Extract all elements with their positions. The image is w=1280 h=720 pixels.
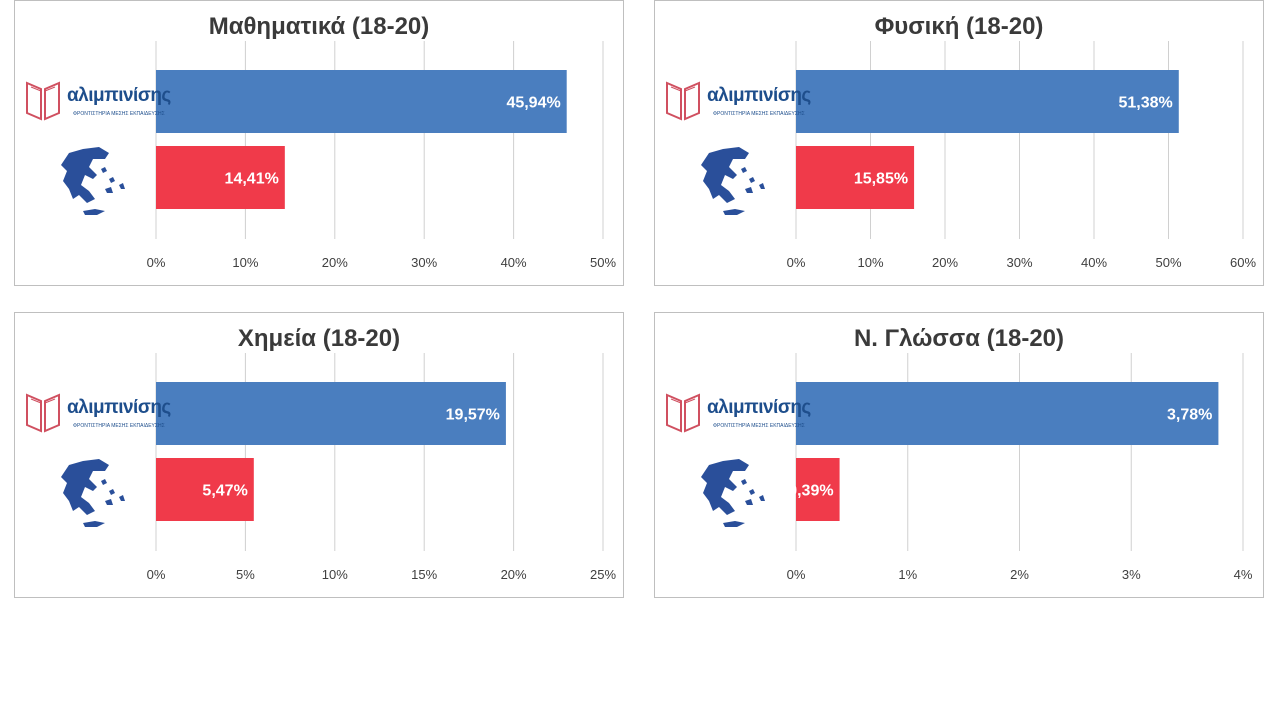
bar-chart-svg: 0% 5% 10% 15% 20% 25% 19,57% 5,47% (147, 353, 616, 582)
x-tick-label: 20% (932, 255, 958, 270)
bar-value-label: 5,47% (202, 483, 247, 500)
bar-value-label: 51,38% (1119, 95, 1173, 112)
bar-chart-svg: 0% 10% 20% 30% 40% 50% 60% 51,38% 15,85% (787, 41, 1256, 270)
x-tick-label: 1% (898, 567, 917, 582)
chart-title: Χημεία (18-20) (237, 325, 401, 352)
bar-value-label: 0,39% (788, 483, 833, 500)
x-tick-label: 10% (232, 255, 258, 270)
bar-greece (796, 146, 915, 209)
logo-name: αλιμπινίσης (707, 85, 811, 106)
x-tick-label: 40% (501, 255, 527, 270)
chart-title: Ν. Γλώσσα (18-20) (853, 325, 1065, 352)
bar-greece (796, 458, 840, 521)
logo-subtitle: ΦΡΟΝΤΙΣΤΗΡΙΑ ΜΕΣΗΣ ΕΚΠΑΙΔΕΥΣΗΣ (73, 111, 165, 117)
x-tick-label: 40% (1081, 255, 1107, 270)
bar-school (796, 70, 1179, 133)
x-tick-label: 50% (1155, 255, 1181, 270)
bar-value-label: 45,94% (506, 95, 560, 112)
school-logo: αλιμπινίσης ΦΡΟΝΤΙΣΤΗΡΙΑ ΜΕΣΗΣ ΕΚΠΑΙΔΕΥΣ… (663, 389, 811, 435)
x-tick-label: 0% (787, 255, 806, 270)
x-tick-label: 3% (1122, 567, 1141, 582)
x-tick-label: 5% (236, 567, 255, 582)
x-tick-label: 0% (787, 567, 806, 582)
greece-map-icon (689, 145, 773, 221)
logo-subtitle: ΦΡΟΝΤΙΣΤΗΡΙΑ ΜΕΣΗΣ ΕΚΠΑΙΔΕΥΣΗΣ (713, 111, 805, 117)
x-tick-label: 15% (411, 567, 437, 582)
bar-greece (156, 458, 254, 521)
x-tick-label: 60% (1230, 255, 1256, 270)
school-logo: αλιμπινίσης ΦΡΟΝΤΙΣΤΗΡΙΑ ΜΕΣΗΣ ΕΚΠΑΙΔΕΥΣ… (23, 389, 171, 435)
x-tick-label: 20% (322, 255, 348, 270)
logo-subtitle: ΦΡΟΝΤΙΣΤΗΡΙΑ ΜΕΣΗΣ ΕΚΠΑΙΔΕΥΣΗΣ (73, 423, 165, 429)
chart-panel-language: Ν. Γλώσσα (18-20) 0% 1% 2% 3% 4% 3,78% 0,39% α… (654, 312, 1264, 598)
bar-chart-svg: 0% 1% 2% 3% 4% 3,78% 0,39% (787, 353, 1253, 582)
chart-title: Μαθηματικά (18-20) (208, 13, 430, 40)
x-tick-label: 20% (501, 567, 527, 582)
logo-name: αλιμπινίσης (67, 85, 171, 106)
logo-subtitle: ΦΡΟΝΤΙΣΤΗΡΙΑ ΜΕΣΗΣ ΕΚΠΑΙΔΕΥΣΗΣ (713, 423, 805, 429)
chart-panel-mathematics: Μαθηματικά (18-20) 0% 10% 20% 30% 40% 50% 45,9… (14, 0, 624, 286)
greece-map-icon (689, 457, 773, 533)
x-tick-label: 25% (590, 567, 616, 582)
chart-panel-chemistry: Χημεία (18-20) 0% 5% 10% 15% 20% 25% 19,57% 5,4… (14, 312, 624, 598)
bar-value-label: 19,57% (446, 407, 500, 424)
open-book-icon (666, 393, 700, 433)
school-logo: αλιμπινίσης ΦΡΟΝΤΙΣΤΗΡΙΑ ΜΕΣΗΣ ΕΚΠΑΙΔΕΥΣ… (663, 77, 811, 123)
bar-value-label: 3,78% (1167, 407, 1212, 424)
chart-panel-physics: Φυσική (18-20) 0% 10% 20% 30% 40% 50% 60% 51,38… (654, 0, 1264, 286)
bar-school (156, 70, 567, 133)
open-book-icon (26, 393, 60, 433)
greece-map-icon (49, 145, 133, 221)
x-tick-label: 30% (411, 255, 437, 270)
logo-name: αλιμπινίσης (67, 397, 171, 418)
bar-value-label: 14,41% (225, 171, 279, 188)
x-tick-label: 0% (147, 255, 166, 270)
bar-school (156, 382, 506, 445)
logo-name: αλιμπινίσης (707, 397, 811, 418)
x-tick-label: 50% (590, 255, 616, 270)
bar-school (796, 382, 1219, 445)
x-tick-label: 10% (322, 567, 348, 582)
greece-map-icon (49, 457, 133, 533)
bar-greece (156, 146, 285, 209)
school-logo: αλιμπινίσης ΦΡΟΝΤΙΣΤΗΡΙΑ ΜΕΣΗΣ ΕΚΠΑΙΔΕΥΣ… (23, 77, 171, 123)
open-book-icon (26, 81, 60, 121)
bar-value-label: 15,85% (854, 171, 908, 188)
x-tick-label: 0% (147, 567, 166, 582)
x-tick-label: 30% (1006, 255, 1032, 270)
x-tick-label: 2% (1010, 567, 1029, 582)
chart-title: Φυσική (18-20) (874, 13, 1044, 40)
x-tick-label: 4% (1234, 567, 1253, 582)
x-tick-label: 10% (857, 255, 883, 270)
open-book-icon (666, 81, 700, 121)
bar-chart-svg: 0% 10% 20% 30% 40% 50% 45,94% 14,41% (147, 41, 616, 270)
